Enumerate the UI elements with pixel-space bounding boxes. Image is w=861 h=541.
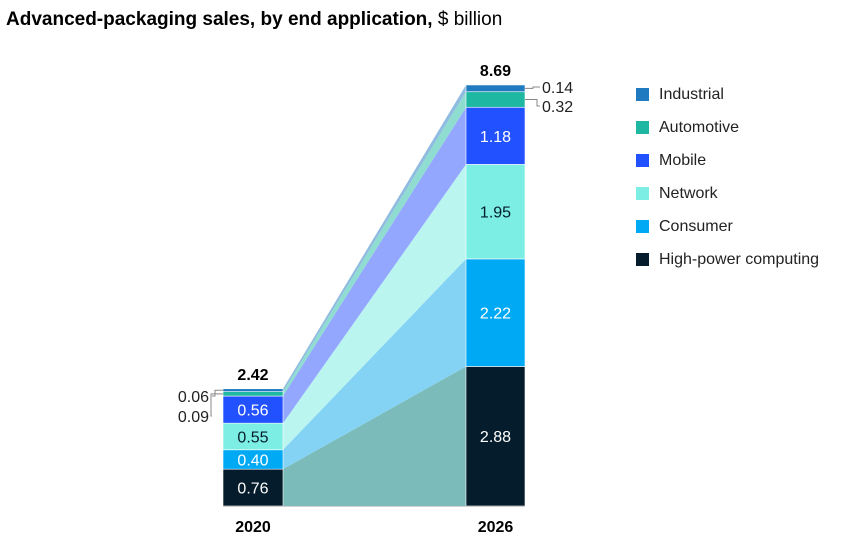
legend-label: High-power computing bbox=[659, 250, 820, 268]
ribbon-mobile bbox=[283, 107, 466, 424]
bar-segment-2026-network bbox=[465, 164, 526, 260]
legend-label: Automotive bbox=[659, 118, 740, 136]
ribbon-network bbox=[283, 164, 466, 450]
legend-swatch bbox=[636, 253, 649, 266]
data-label: 0.76 bbox=[237, 481, 268, 498]
legend-swatch bbox=[636, 88, 649, 101]
bar-segment-2026-high_power_computing bbox=[465, 366, 526, 507]
legend-item: Automotive bbox=[636, 111, 819, 144]
bar-segment-2026-industrial bbox=[465, 84, 526, 93]
leader-line bbox=[212, 389, 223, 397]
total-label: 2.42 bbox=[237, 367, 268, 384]
data-label: 1.95 bbox=[480, 205, 511, 222]
chart-title-bold: Advanced-packaging sales, by end applica… bbox=[6, 9, 433, 30]
data-label: 2.22 bbox=[480, 306, 511, 323]
bar-segment-2026-consumer bbox=[465, 258, 526, 367]
legend-item: High-power computing bbox=[636, 243, 819, 276]
bar-segment-2020-industrial bbox=[222, 388, 284, 392]
legend-label: Mobile bbox=[659, 151, 707, 169]
data-label: 0.32 bbox=[542, 99, 573, 116]
leader-line bbox=[525, 86, 540, 89]
x-tick-label: 2020 bbox=[235, 519, 271, 536]
data-label: 0.56 bbox=[237, 403, 268, 420]
legend-item: Consumer bbox=[636, 210, 819, 243]
leader-line bbox=[525, 99, 540, 107]
legend-label: Network bbox=[659, 184, 718, 202]
leader-line bbox=[210, 393, 223, 417]
data-label: 0.14 bbox=[542, 80, 573, 97]
data-label: 1.18 bbox=[480, 129, 511, 146]
data-label: 0.09 bbox=[178, 409, 209, 426]
chart-legend: Industrial Automotive Mobile Network Consume… bbox=[636, 78, 819, 276]
bar-segment-2020-mobile bbox=[222, 395, 284, 424]
data-label: 2.88 bbox=[480, 429, 511, 446]
x-tick-label: 2026 bbox=[478, 519, 514, 536]
legend-swatch bbox=[636, 187, 649, 200]
ribbon-consumer bbox=[283, 258, 466, 470]
chart-title: Advanced-packaging sales, by end applica… bbox=[6, 9, 502, 31]
legend-label: Consumer bbox=[659, 217, 733, 235]
ribbon-high_power_computing bbox=[283, 366, 466, 506]
bar-segment-2020-automotive bbox=[222, 391, 284, 397]
ribbon-industrial bbox=[283, 84, 466, 392]
data-label: 0.06 bbox=[178, 389, 209, 406]
legend-item: Mobile bbox=[636, 144, 819, 177]
legend-item: Industrial bbox=[636, 78, 819, 111]
bar-segment-2026-automotive bbox=[465, 91, 526, 108]
data-label: 0.40 bbox=[237, 452, 268, 469]
bar-segment-2026-mobile bbox=[465, 106, 526, 165]
legend-item: Network bbox=[636, 177, 819, 210]
legend-swatch bbox=[636, 220, 649, 233]
legend-label: Industrial bbox=[659, 85, 724, 103]
bar-segment-2020-network bbox=[222, 422, 284, 451]
total-label: 8.69 bbox=[480, 63, 511, 80]
ribbon-automotive bbox=[283, 91, 466, 397]
legend-swatch bbox=[636, 154, 649, 167]
legend-swatch bbox=[636, 121, 649, 134]
data-label: 0.55 bbox=[237, 429, 268, 446]
chart-title-unit: $ billion bbox=[437, 9, 503, 30]
